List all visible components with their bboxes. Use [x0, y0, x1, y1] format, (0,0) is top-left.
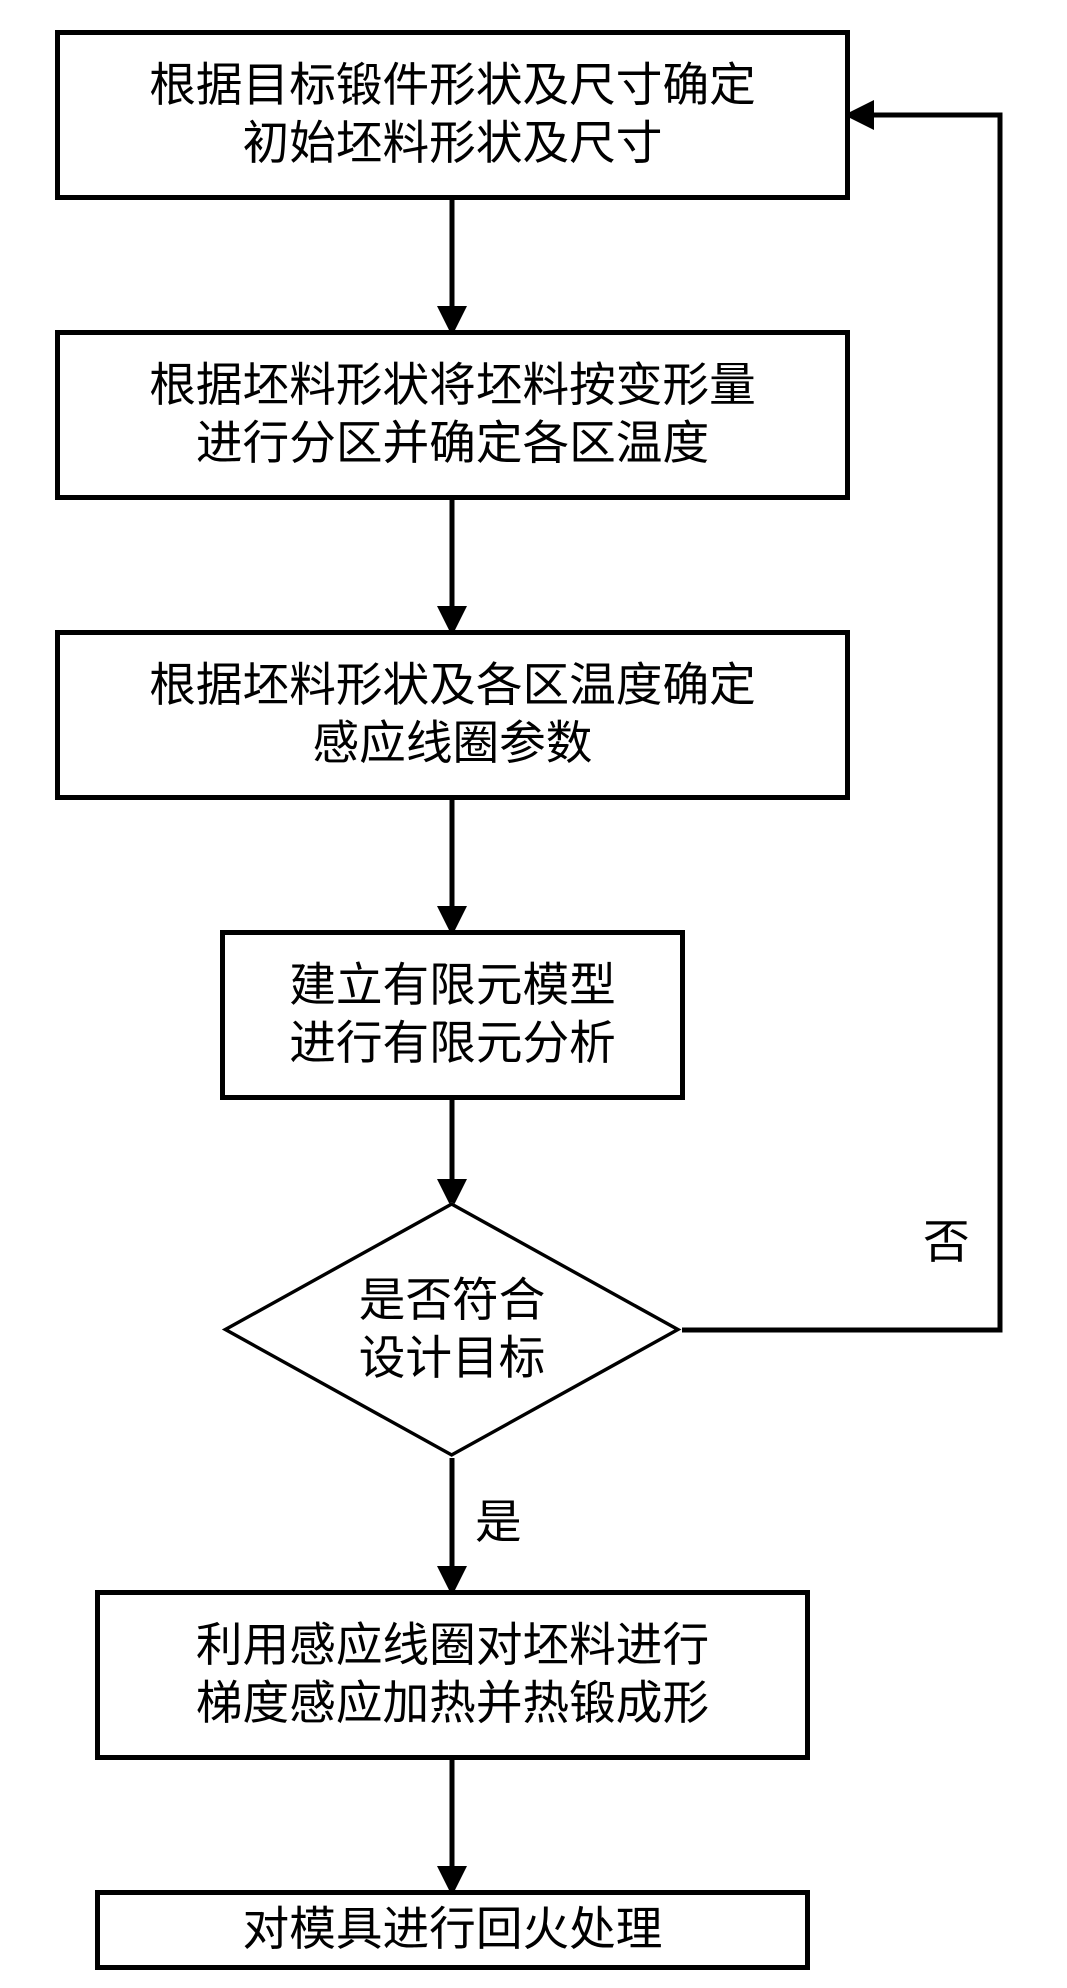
step-partition-blank: 根据坯料形状将坯料按变形量 进行分区并确定各区温度 — [55, 330, 850, 500]
decision-label: 是否符合 设计目标 — [222, 1203, 682, 1458]
step-tempering: 对模具进行回火处理 — [95, 1890, 810, 1970]
step-label: 建立有限元模型 进行有限元分析 — [289, 957, 616, 1074]
decision-meets-design-target: 是否符合 设计目标 — [222, 1203, 682, 1458]
step-label: 利用感应线圈对坯料进行 梯度感应加热并热锻成形 — [196, 1617, 709, 1734]
step-label: 对模具进行回火处理 — [243, 1901, 663, 1959]
step-label: 根据坯料形状将坯料按变形量 进行分区并确定各区温度 — [149, 357, 756, 474]
step-label: 根据坯料形状及各区温度确定 感应线圈参数 — [149, 657, 756, 774]
step-determine-blank-shape: 根据目标锻件形状及尺寸确定 初始坯料形状及尺寸 — [55, 30, 850, 200]
branch-label-yes: 是 — [475, 1485, 522, 1552]
step-induction-heating-forging: 利用感应线圈对坯料进行 梯度感应加热并热锻成形 — [95, 1590, 810, 1760]
step-determine-coil-params: 根据坯料形状及各区温度确定 感应线圈参数 — [55, 630, 850, 800]
branch-label-no: 否 — [923, 1205, 970, 1272]
step-label: 根据目标锻件形状及尺寸确定 初始坯料形状及尺寸 — [149, 57, 756, 174]
step-fem-analysis: 建立有限元模型 进行有限元分析 — [220, 930, 685, 1100]
flowchart-container: 根据目标锻件形状及尺寸确定 初始坯料形状及尺寸 根据坯料形状将坯料按变形量 进行… — [0, 0, 1067, 1988]
